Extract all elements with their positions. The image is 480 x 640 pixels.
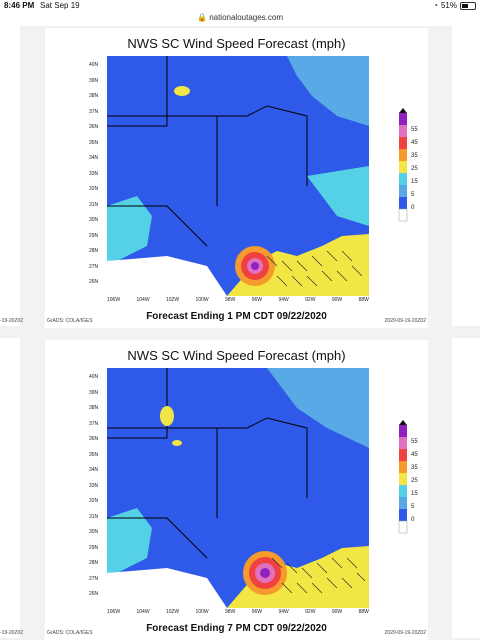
panel-credit-right: 2020-09-19-20Z02: [384, 630, 426, 636]
light-blue-zone-northeast: [287, 56, 369, 126]
colorbar-labels: 55 45 35 25 15 5 0: [411, 439, 418, 523]
forecast-panel-1[interactable]: NWS SC Wind Speed Forecast (mph): [45, 28, 428, 328]
yellow-patch-north: [174, 86, 190, 96]
panel-footer: Forecast Ending 1 PM CDT 09/22/2020: [146, 311, 327, 322]
status-date: Sat Sep 19: [40, 1, 80, 10]
status-time: 8:46 PM: [4, 1, 35, 10]
lat-labels: 40N 39N 38N 37N 36N 35N 34N 33N 32N 31N …: [89, 62, 99, 285]
status-right: ◔ 51%: [433, 1, 476, 10]
lock-icon: 🔒: [196, 13, 207, 22]
storm-purple-core: [251, 262, 259, 270]
panel-title: NWS SC Wind Speed Forecast (mph): [127, 348, 346, 363]
panel-credit-right: 2020-09-19-20Z02: [384, 318, 426, 324]
battery-icon: [460, 1, 476, 10]
panel-credit-left: GrADS: COLA/IGES: [47, 630, 93, 636]
left-partial-card-bottom: [0, 338, 20, 638]
lat-labels: 40N 39N 38N 37N 36N 35N 34N 33N 32N 31N …: [89, 374, 99, 597]
status-bar: 8:46 PM Sat Sep 19 ◔ 51%: [0, 0, 480, 12]
cyan-zone-west: [107, 196, 152, 266]
wind-map: [107, 56, 369, 296]
url-bar[interactable]: 🔒 nationaloutages.com: [0, 12, 480, 27]
page-content: -19-20Z02 -19-20Z02 NWS SC Wind Speed Fo…: [0, 26, 480, 640]
state-borders: [107, 56, 308, 247]
colorbar: [398, 420, 408, 534]
mexico-land: [107, 256, 227, 296]
colorbar-labels: 55 45 35 25 15 5 0: [411, 127, 418, 211]
right-partial-card-bottom: [452, 338, 480, 638]
forecast-panel-2[interactable]: NWS SC Wind Speed Forecast (mph) 40N 39N…: [45, 340, 428, 640]
left-partial-label-top: -19-20Z02: [0, 318, 24, 324]
battery-percent: 51%: [440, 1, 457, 10]
wind-map: [107, 368, 369, 608]
colorbar: [398, 108, 408, 222]
wind-barbs: [266, 250, 363, 287]
left-partial-card-top: [0, 26, 20, 326]
panel-footer: Forecast Ending 7 PM CDT 09/22/2020: [146, 623, 327, 634]
right-partial-card-top: [452, 26, 480, 326]
cyan-zone-east: [307, 166, 369, 226]
url-text: nationaloutages.com: [209, 13, 284, 22]
lon-labels: 106W 104W 102W 100W 98W 96W 94W 92W 90W …: [107, 297, 369, 303]
left-partial-label-bottom: -19-20Z02: [0, 630, 24, 636]
panel-credit-left: GrADS: COLA/IGES: [47, 318, 93, 324]
panel-title: NWS SC Wind Speed Forecast (mph): [127, 36, 346, 51]
wifi-icon: ◔: [433, 1, 438, 10]
lon-labels: 106W 104W 102W 100W 98W 96W 94W 92W 90W …: [107, 609, 369, 615]
